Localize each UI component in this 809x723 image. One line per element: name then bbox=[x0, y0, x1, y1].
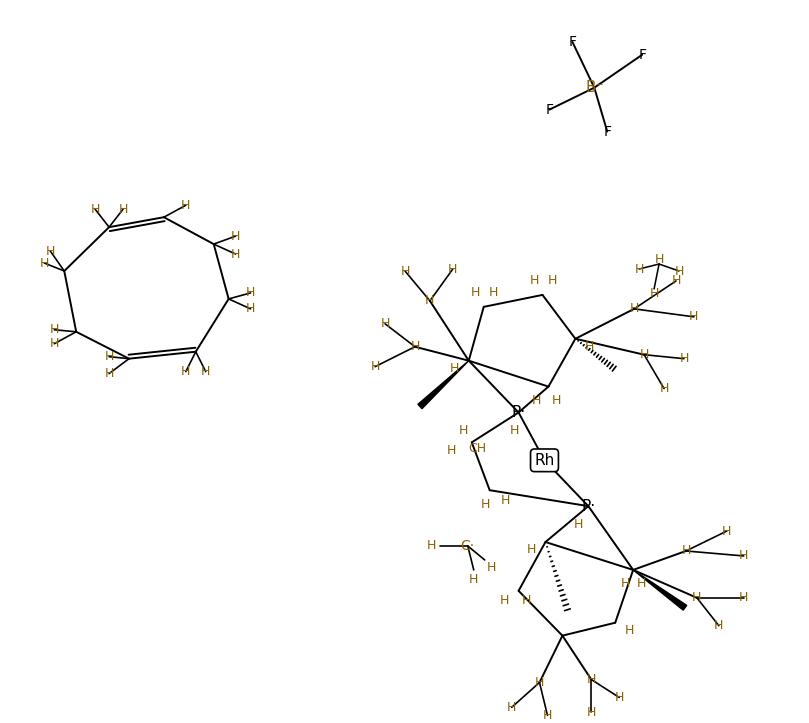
Text: H: H bbox=[49, 323, 59, 336]
Text: P·: P· bbox=[581, 499, 595, 513]
Text: H: H bbox=[427, 539, 437, 552]
Text: H: H bbox=[689, 310, 699, 323]
Text: H: H bbox=[615, 691, 624, 704]
Text: H: H bbox=[535, 676, 544, 689]
Text: H: H bbox=[527, 544, 536, 557]
Text: H: H bbox=[522, 594, 532, 607]
Text: H: H bbox=[530, 275, 540, 288]
Text: H: H bbox=[246, 286, 256, 299]
Text: H: H bbox=[447, 444, 456, 457]
Text: H: H bbox=[659, 382, 669, 395]
Text: H: H bbox=[426, 294, 434, 307]
Text: H: H bbox=[469, 573, 478, 586]
Text: H: H bbox=[680, 352, 688, 365]
Text: H: H bbox=[500, 594, 510, 607]
Text: F: F bbox=[545, 103, 553, 116]
Text: H: H bbox=[681, 544, 691, 557]
Text: H: H bbox=[201, 365, 210, 378]
Text: H: H bbox=[49, 337, 59, 350]
Text: H: H bbox=[231, 247, 240, 260]
Text: H: H bbox=[714, 619, 723, 632]
Text: H: H bbox=[91, 202, 100, 215]
Text: H: H bbox=[585, 341, 594, 354]
Text: H: H bbox=[639, 348, 649, 362]
Text: H: H bbox=[118, 202, 128, 215]
Text: F: F bbox=[604, 124, 612, 139]
Text: H: H bbox=[693, 591, 701, 604]
Text: H: H bbox=[739, 591, 748, 604]
Text: B⁻: B⁻ bbox=[585, 80, 604, 95]
Text: H: H bbox=[40, 257, 49, 270]
Text: H: H bbox=[181, 365, 190, 378]
Text: H: H bbox=[587, 706, 596, 719]
Text: H: H bbox=[459, 424, 468, 437]
Text: H: H bbox=[634, 262, 644, 275]
Text: H: H bbox=[246, 302, 256, 315]
Text: H: H bbox=[104, 350, 114, 363]
Text: H: H bbox=[629, 302, 639, 315]
Text: H: H bbox=[621, 578, 630, 591]
Text: H: H bbox=[739, 549, 748, 562]
Text: H: H bbox=[532, 394, 541, 407]
Text: Rh: Rh bbox=[535, 453, 555, 468]
Text: H: H bbox=[675, 265, 684, 278]
Text: H: H bbox=[637, 578, 646, 591]
Text: H: H bbox=[552, 394, 561, 407]
Text: H: H bbox=[654, 252, 663, 265]
Text: H: H bbox=[231, 230, 240, 243]
Text: CH: CH bbox=[468, 442, 487, 455]
Text: H: H bbox=[722, 525, 731, 537]
Text: H: H bbox=[371, 360, 379, 373]
Text: H: H bbox=[671, 275, 680, 288]
Text: H: H bbox=[625, 624, 634, 637]
Text: H: H bbox=[489, 286, 498, 299]
Text: H: H bbox=[400, 265, 409, 278]
Text: H: H bbox=[471, 286, 481, 299]
Text: H: H bbox=[510, 424, 519, 437]
Text: H: H bbox=[380, 317, 390, 330]
Text: H: H bbox=[450, 362, 460, 375]
Text: H: H bbox=[587, 673, 596, 686]
Text: H: H bbox=[181, 199, 190, 212]
Text: H: H bbox=[448, 262, 458, 275]
Text: C·: C· bbox=[460, 539, 475, 553]
Text: H: H bbox=[543, 709, 553, 722]
Polygon shape bbox=[418, 361, 468, 408]
Text: H: H bbox=[45, 244, 55, 257]
Text: H: H bbox=[104, 367, 114, 380]
Text: P·: P· bbox=[511, 405, 526, 420]
Text: H: H bbox=[410, 341, 420, 354]
Text: H: H bbox=[650, 288, 659, 301]
Text: H: H bbox=[487, 562, 497, 574]
Text: H: H bbox=[574, 518, 583, 531]
Text: H: H bbox=[501, 494, 510, 507]
Text: F: F bbox=[638, 48, 646, 61]
Text: H: H bbox=[481, 497, 490, 510]
Text: H: H bbox=[548, 275, 557, 288]
Text: F: F bbox=[569, 35, 576, 49]
Text: H: H bbox=[507, 701, 516, 714]
Polygon shape bbox=[633, 570, 687, 610]
